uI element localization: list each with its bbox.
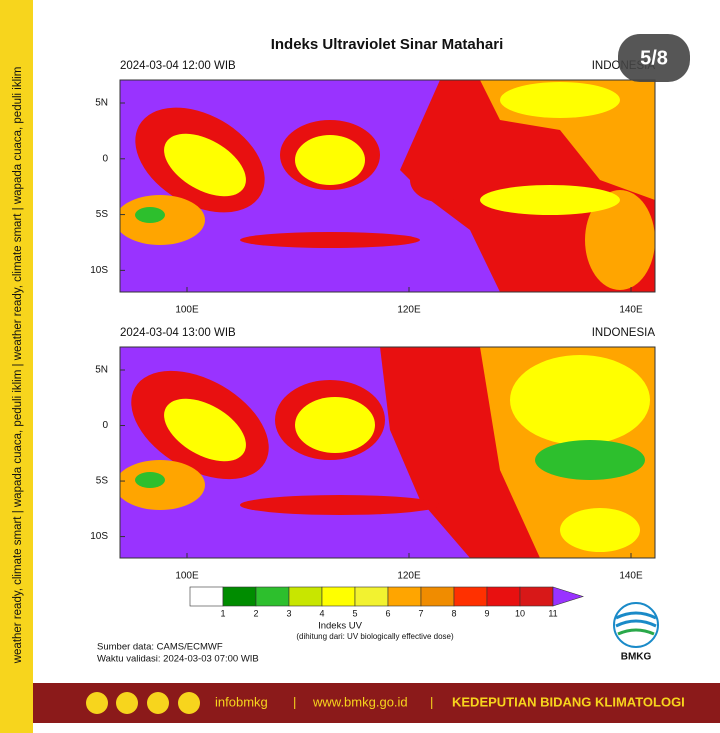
map-panel — [120, 80, 655, 292]
panel-region: INDONESIA — [592, 327, 656, 339]
colorbar-arrow — [552, 586, 584, 607]
side-strip — [0, 0, 33, 733]
lon-label: 140E — [619, 571, 643, 582]
lat-label: 10S — [90, 531, 108, 542]
colorbar-tick-label: 2 — [253, 608, 258, 618]
social-icons — [86, 692, 200, 714]
colorbar-segment — [519, 586, 554, 607]
bmkg-logo: BMKG — [613, 602, 659, 663]
colorbar-segment — [288, 586, 323, 607]
colorbar-tick-label: 7 — [418, 608, 423, 618]
title: Indeks Ultraviolet Sinar Matahari — [271, 36, 504, 53]
footer-handle: infobmkg — [215, 694, 268, 709]
footer-unit: KEDEPUTIAN BIDANG KLIMATOLOGI — [452, 694, 685, 709]
panel-time: 2024-03-04 12:00 WIB — [120, 60, 236, 72]
colorbar-tick-label: 6 — [385, 608, 390, 618]
lon-label: 120E — [397, 571, 421, 582]
colorbar-segment — [486, 586, 521, 607]
lat-label: 5S — [96, 476, 109, 487]
colorbar-tick-label: 5 — [352, 608, 357, 618]
badge-text: 5/8 — [640, 47, 668, 69]
colorbar-segment — [255, 586, 290, 607]
lon-label: 100E — [175, 571, 199, 582]
panel-time: 2024-03-04 13:00 WIB — [120, 327, 236, 339]
colorbar-title: Indeks UV — [318, 621, 362, 632]
colorbar-tick-label: 10 — [515, 608, 525, 618]
colorbar-segment — [189, 586, 224, 607]
lat-label: 5N — [95, 365, 108, 376]
colorbar-segment — [420, 586, 455, 607]
colorbar-segment — [354, 586, 389, 607]
lat-label: 0 — [102, 420, 108, 431]
colorbar-tick-label: 4 — [319, 608, 324, 618]
colorbar-segment — [387, 586, 422, 607]
validity: Waktu validasi: 2024-03-03 07:00 WIB — [97, 654, 259, 665]
map-frame — [119, 79, 656, 293]
colorbar: 1 2 3 4 5 6 7 8 9 10 11 — [189, 586, 584, 618]
lat-label: 5S — [96, 209, 109, 220]
map-panel — [120, 347, 655, 558]
colorbar-segment — [222, 586, 257, 607]
source: Sumber data: CAMS/ECMWF — [97, 642, 223, 653]
colorbar-tick-label: 11 — [548, 608, 557, 618]
lat-label: 5N — [95, 98, 108, 109]
footer-divider: | — [293, 694, 296, 709]
map-frame — [119, 346, 656, 559]
footer-website: www.bmkg.go.id — [312, 694, 408, 709]
lat-label: 10S — [90, 265, 108, 276]
lon-label: 100E — [175, 305, 199, 316]
logo-text: BMKG — [621, 652, 652, 663]
colorbar-tick-label: 9 — [484, 608, 489, 618]
colorbar-tick-label: 8 — [451, 608, 456, 618]
colorbar-segment — [453, 586, 488, 607]
colorbar-note: (dihitung dari: UV biologically effectiv… — [296, 632, 454, 641]
page-badge: 5/8 — [618, 34, 690, 82]
side-text: weather ready, climate smart | wapada cu… — [12, 67, 24, 665]
colorbar-segment — [321, 586, 356, 607]
lon-label: 120E — [397, 305, 421, 316]
lat-label: 0 — [102, 153, 108, 164]
footer-divider: | — [430, 694, 433, 709]
lon-label: 140E — [619, 305, 643, 316]
colorbar-tick-label: 1 — [220, 608, 225, 618]
colorbar-tick-label: 3 — [286, 608, 291, 618]
